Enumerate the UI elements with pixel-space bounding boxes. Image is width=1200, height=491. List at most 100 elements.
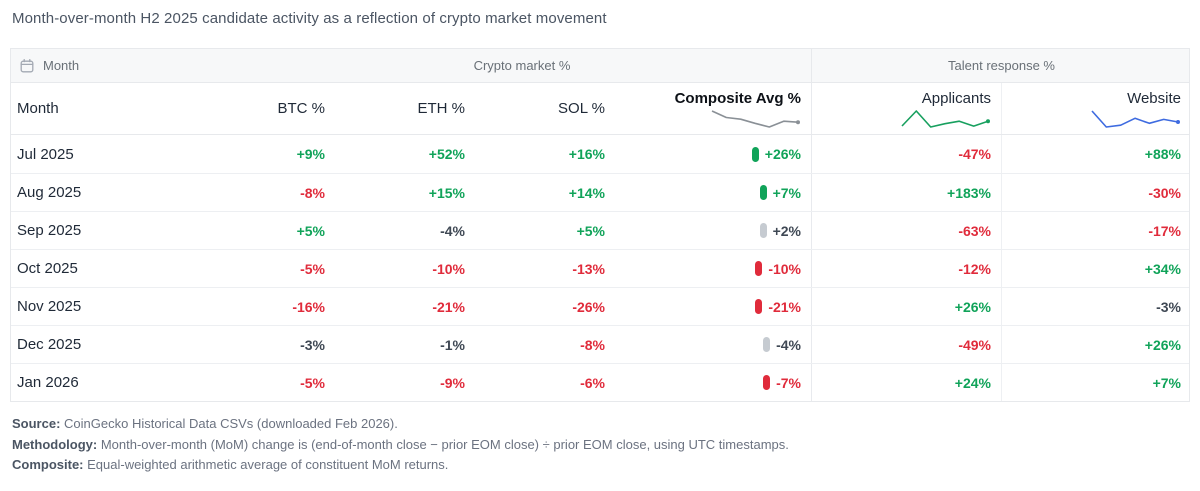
row-month-label: Sep 2025 [17,222,82,239]
cell-value: -21% [768,298,801,315]
cell-sol: -8% [475,326,615,363]
row-month-label: Aug 2025 [17,184,82,201]
cell-eth: -9% [335,364,475,401]
cell-applicants: -47% [811,135,1001,173]
footnote-label: Methodology: [12,436,98,452]
cell-btc: -3% [233,326,335,363]
footnote-text: CoinGecko Historical Data CSVs (download… [60,416,398,431]
cell-value: -13% [572,260,605,277]
cell-composite: +2% [615,212,811,249]
cell-sol: +5% [475,212,615,249]
cell-btc: -8% [233,174,335,211]
cell-website: -17% [1001,212,1191,249]
cell-value: +5% [296,222,325,239]
cell-value: -7% [776,374,801,391]
cell-value: -3% [1156,298,1181,315]
cell-eth: -21% [335,288,475,325]
table-row: Dec 2025 -3% -1% -8% -4% -49% +26% [11,325,1189,363]
column-header-label-btc: BTC % [277,100,325,117]
cell-eth: -4% [335,212,475,249]
cell-btc: +9% [233,135,335,173]
cell-sol: -13% [475,250,615,287]
group-header-row: Month Crypto market % Talent response % [11,49,1189,83]
group-header-talent-response: Talent response % [811,49,1191,82]
cell-value: -8% [580,336,605,353]
cell-applicants: -12% [811,250,1001,287]
cell-website: +34% [1001,250,1191,287]
table-row: Aug 2025 -8% +15% +14% +7% +183% -30% [11,173,1189,211]
cell-sol: +14% [475,174,615,211]
row-month-label: Jul 2025 [17,145,74,163]
cell-applicants: +183% [811,174,1001,211]
column-header-label-composite: Composite Avg % [674,90,801,107]
cell-value: +2% [772,222,801,239]
footnote-line: Methodology: Month-over-month (MoM) chan… [12,435,1190,456]
footnote-label: Composite: [12,457,84,472]
cell-composite: -7% [615,364,811,401]
footnote-text: Month-over-month (MoM) change is (end-of… [97,436,789,452]
cell-value: +34% [1144,260,1181,277]
cell-composite: -4% [615,326,811,363]
cell-value: -6% [580,374,605,391]
cell-sol: -26% [475,288,615,325]
cell-value: -5% [300,260,325,277]
page: Month-over-month H2 2025 candidate activ… [10,10,1191,476]
column-header-eth: ETH % [335,83,475,134]
cell-website: +26% [1001,326,1191,363]
cell-composite: +26% [615,135,811,173]
cell-value: +14% [568,184,605,201]
footnote-text: Equal-weighted arithmetic average of con… [83,457,449,472]
table-row: Jul 2025 +9% +52% +16% +26% -47% +88% [11,135,1189,173]
footnote-line: Source: CoinGecko Historical Data CSVs (… [12,414,1190,435]
footnote-label: Source: [12,416,61,431]
composite-pill-icon [755,261,763,276]
cell-value: -16% [292,298,325,315]
group-month-label: Month [43,58,80,73]
cell-applicants: -49% [811,326,1001,363]
column-header-composite: Composite Avg % [615,83,811,134]
cell-value: +26% [1144,336,1181,353]
cell-eth: -10% [335,250,475,287]
cell-composite: -10% [615,250,811,287]
column-header-label-eth: ETH % [417,100,465,117]
calendar-icon [19,58,35,74]
cell-website: +88% [1001,135,1191,173]
table-row: Nov 2025 -16% -21% -26% -21% +26% -3% [11,287,1189,325]
row-month-label: Dec 2025 [17,336,82,353]
composite-pill-icon [751,146,759,162]
cell-value: -47% [958,146,991,162]
cell-website: -30% [1001,174,1191,211]
cell-sol: +16% [475,135,615,173]
column-header-row: Month BTC % ETH % SOL % Composite Avg % Appli… [11,83,1189,135]
cell-btc: +5% [233,212,335,249]
cell-value: -49% [958,336,991,353]
column-header-month: Month [11,83,233,134]
table-row: Oct 2025 -5% -10% -13% -10% -12% +34% [11,249,1189,287]
column-header-applicants: Applicants [811,83,1001,134]
cell-value: -1% [440,336,465,353]
cell-value: -4% [440,222,465,239]
column-header-sol: SOL % [475,83,615,134]
website-sparkline [1091,110,1180,128]
cell-value: -12% [958,260,991,277]
footnotes: Source: CoinGecko Historical Data CSVs (… [10,414,1190,476]
page-title: Month-over-month H2 2025 candidate activ… [12,10,607,27]
cell-value: +9% [296,146,325,162]
group-header-month: Month [11,49,233,82]
column-header-label-sol: SOL % [558,100,605,117]
cell-composite: +7% [615,174,811,211]
cell-applicants: +24% [811,364,1001,401]
cell-value: +7% [1152,374,1181,391]
composite-pill-icon [763,337,771,352]
cell-value: -63% [958,222,991,239]
cell-value: -10% [432,260,465,277]
cell-value: -17% [1148,222,1181,239]
cell-value: +16% [568,146,605,162]
cell-value: +24% [954,374,991,391]
cell-website: +7% [1001,364,1191,401]
column-header-label-month: Month [17,100,59,117]
cell-eth: +15% [335,174,475,211]
applicants-sparkline [901,110,990,128]
composite-sparkline [711,110,800,128]
column-header-website: Website [1001,83,1191,134]
